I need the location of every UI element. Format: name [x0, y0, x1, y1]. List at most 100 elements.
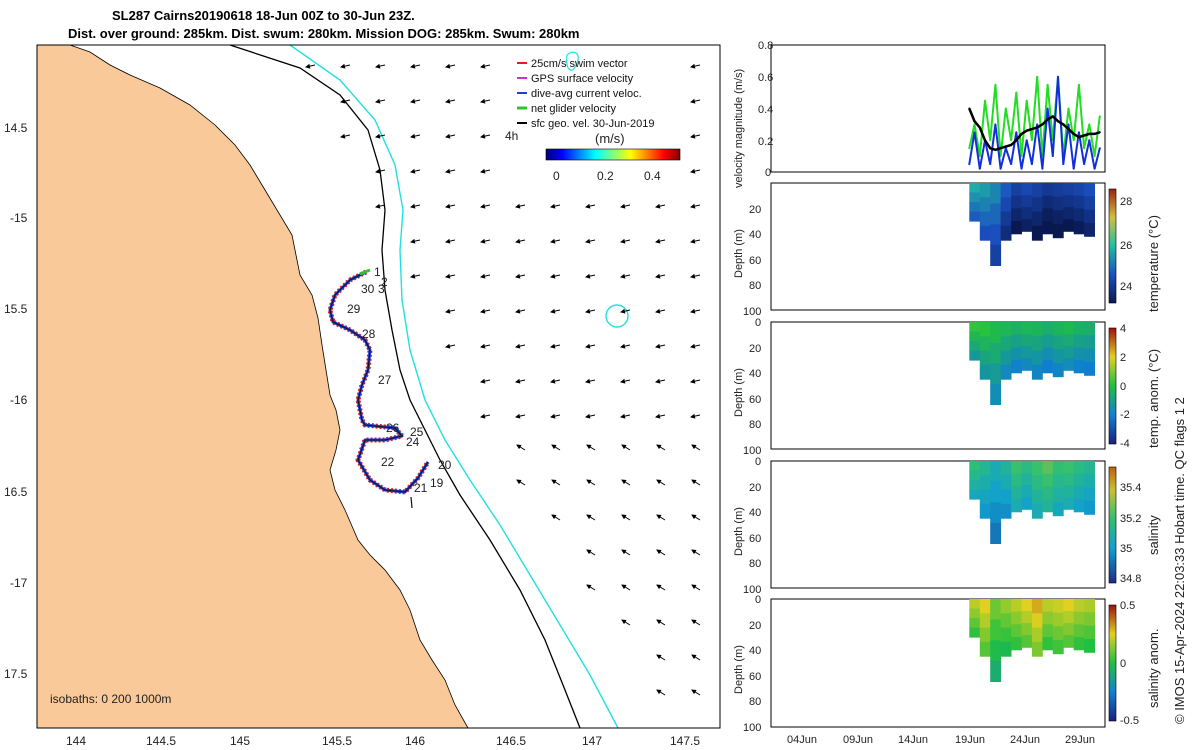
heatmap-cell — [1073, 322, 1085, 336]
velocity-arrow — [410, 168, 421, 174]
heatmap-cell — [1000, 322, 1012, 337]
heatmap-cell — [1084, 348, 1095, 363]
salinity-ylabel: Depth (m) — [733, 507, 745, 556]
isobath-1000m — [289, 44, 619, 729]
velocity-point — [1098, 147, 1101, 150]
heatmap-cell — [1084, 322, 1095, 336]
velocity-point — [1015, 91, 1018, 94]
heatmap-cell — [990, 363, 1002, 385]
heatmap-cell — [1052, 599, 1064, 614]
velocity-arrow — [656, 514, 666, 521]
velocity-point — [1083, 147, 1086, 150]
velocity-point — [1062, 123, 1065, 126]
heatmap-cell — [1063, 497, 1075, 510]
velocity-arrow — [480, 203, 491, 209]
velocity-point — [1098, 131, 1101, 134]
velocity-point — [1025, 99, 1028, 102]
heatmap-cell — [1084, 474, 1095, 489]
velocity-arrow — [691, 479, 701, 486]
velocity-point — [1036, 75, 1039, 78]
velocity-point — [1067, 107, 1070, 110]
heatmap-cell — [1042, 637, 1054, 651]
velocity-arrow — [585, 343, 596, 349]
velocity-arrow — [656, 584, 666, 591]
heatmap-cell — [990, 522, 1002, 544]
heatmap-cell — [1042, 347, 1054, 361]
map-frame — [36, 44, 721, 729]
heatmap-cell — [1052, 196, 1064, 211]
heatmap-cell — [1031, 322, 1043, 337]
salinity-cbar-label: salinity — [1146, 515, 1161, 555]
day-label: 3 — [378, 282, 385, 296]
velocity-arrow — [445, 98, 456, 104]
date-tick: 19Jun — [955, 734, 985, 746]
velocity-arrow — [620, 378, 631, 384]
heatmap-cell — [1073, 499, 1085, 513]
temperature-heatmap — [969, 183, 1095, 266]
velocity-point — [999, 167, 1002, 170]
depth-tick: 80 — [749, 558, 761, 570]
heatmap-cell — [969, 341, 981, 352]
velocity-ytick: 0.8 — [758, 40, 773, 52]
velocity-arrow — [621, 619, 631, 626]
heatmap-cell — [1073, 183, 1085, 197]
day-label: 28 — [362, 327, 376, 341]
temp-anomaly-colorbar — [1108, 327, 1117, 445]
heatmap-cell — [1011, 360, 1022, 374]
heatmap-cell — [1073, 334, 1085, 348]
velocity-arrow — [690, 378, 701, 384]
velocity-point — [1041, 167, 1044, 170]
temperature-ylabel: Depth (m) — [733, 229, 745, 278]
temperature-cbar-tick: 28 — [1120, 196, 1132, 208]
heatmap-cell — [1084, 625, 1095, 640]
day-label: 30 — [361, 282, 375, 296]
temperature-cbar-label: temperature (°C) — [1146, 215, 1161, 312]
velocity-point — [1046, 118, 1049, 121]
temp-anomaly-panel: 0 20 40 60 80 100 Depth (m) 4 2 0 -2 -4 … — [733, 317, 1161, 457]
velocity-ytick: 0.4 — [758, 104, 773, 116]
velocity-point — [1004, 145, 1007, 148]
heatmap-cell — [1042, 360, 1054, 374]
heatmap-cell — [979, 336, 991, 352]
velocity-arrow — [656, 444, 666, 451]
heatmap-cell — [1084, 223, 1095, 237]
velocity-point — [1036, 126, 1039, 129]
heatmap-cell — [1063, 485, 1075, 498]
net-glider-velocity-mark — [359, 268, 371, 276]
velocity-arrow — [656, 689, 666, 696]
heatmap-cell — [1021, 358, 1033, 371]
velocity-arrow — [656, 549, 666, 556]
date-tick: 14Jun — [898, 734, 928, 746]
velocity-arrow — [410, 203, 421, 209]
legend-label: 25cm/s swim vector — [531, 58, 628, 70]
depth-tick: 20 — [749, 204, 761, 216]
heatmap-cell — [1084, 196, 1095, 211]
land-mass — [36, 44, 469, 729]
depth-tick: 40 — [749, 507, 761, 519]
heatmap-cell — [990, 203, 1002, 225]
heatmap-cell — [1084, 335, 1095, 350]
velocity-arrow — [375, 133, 386, 139]
heatmap-cell — [979, 461, 991, 476]
velocity-arrow — [480, 63, 491, 69]
heatmap-cell — [969, 211, 981, 222]
velocity-ylabel: velocity magnitude (m/s) — [733, 69, 745, 188]
velocity-arrow — [480, 308, 491, 314]
heatmap-cell — [1031, 599, 1043, 614]
velocity-arrow — [655, 203, 666, 209]
heatmap-cell — [1073, 208, 1085, 222]
velocity-point — [973, 123, 976, 126]
velocity-arrow — [585, 273, 596, 279]
heatmap-cell — [1063, 183, 1075, 196]
velocity-point — [1010, 139, 1013, 142]
date-tick: 29Jun — [1065, 734, 1095, 746]
heatmap-cell — [1063, 461, 1075, 474]
velocity-arrow — [515, 378, 526, 384]
heatmap-cell — [969, 627, 981, 638]
velocity-point — [994, 83, 997, 86]
glider-track — [327, 268, 431, 509]
surface-velocity-vectors — [305, 63, 701, 696]
heatmap-cell — [1063, 623, 1075, 636]
velocity-arrow — [480, 168, 491, 174]
heatmap-cell — [1021, 346, 1033, 359]
